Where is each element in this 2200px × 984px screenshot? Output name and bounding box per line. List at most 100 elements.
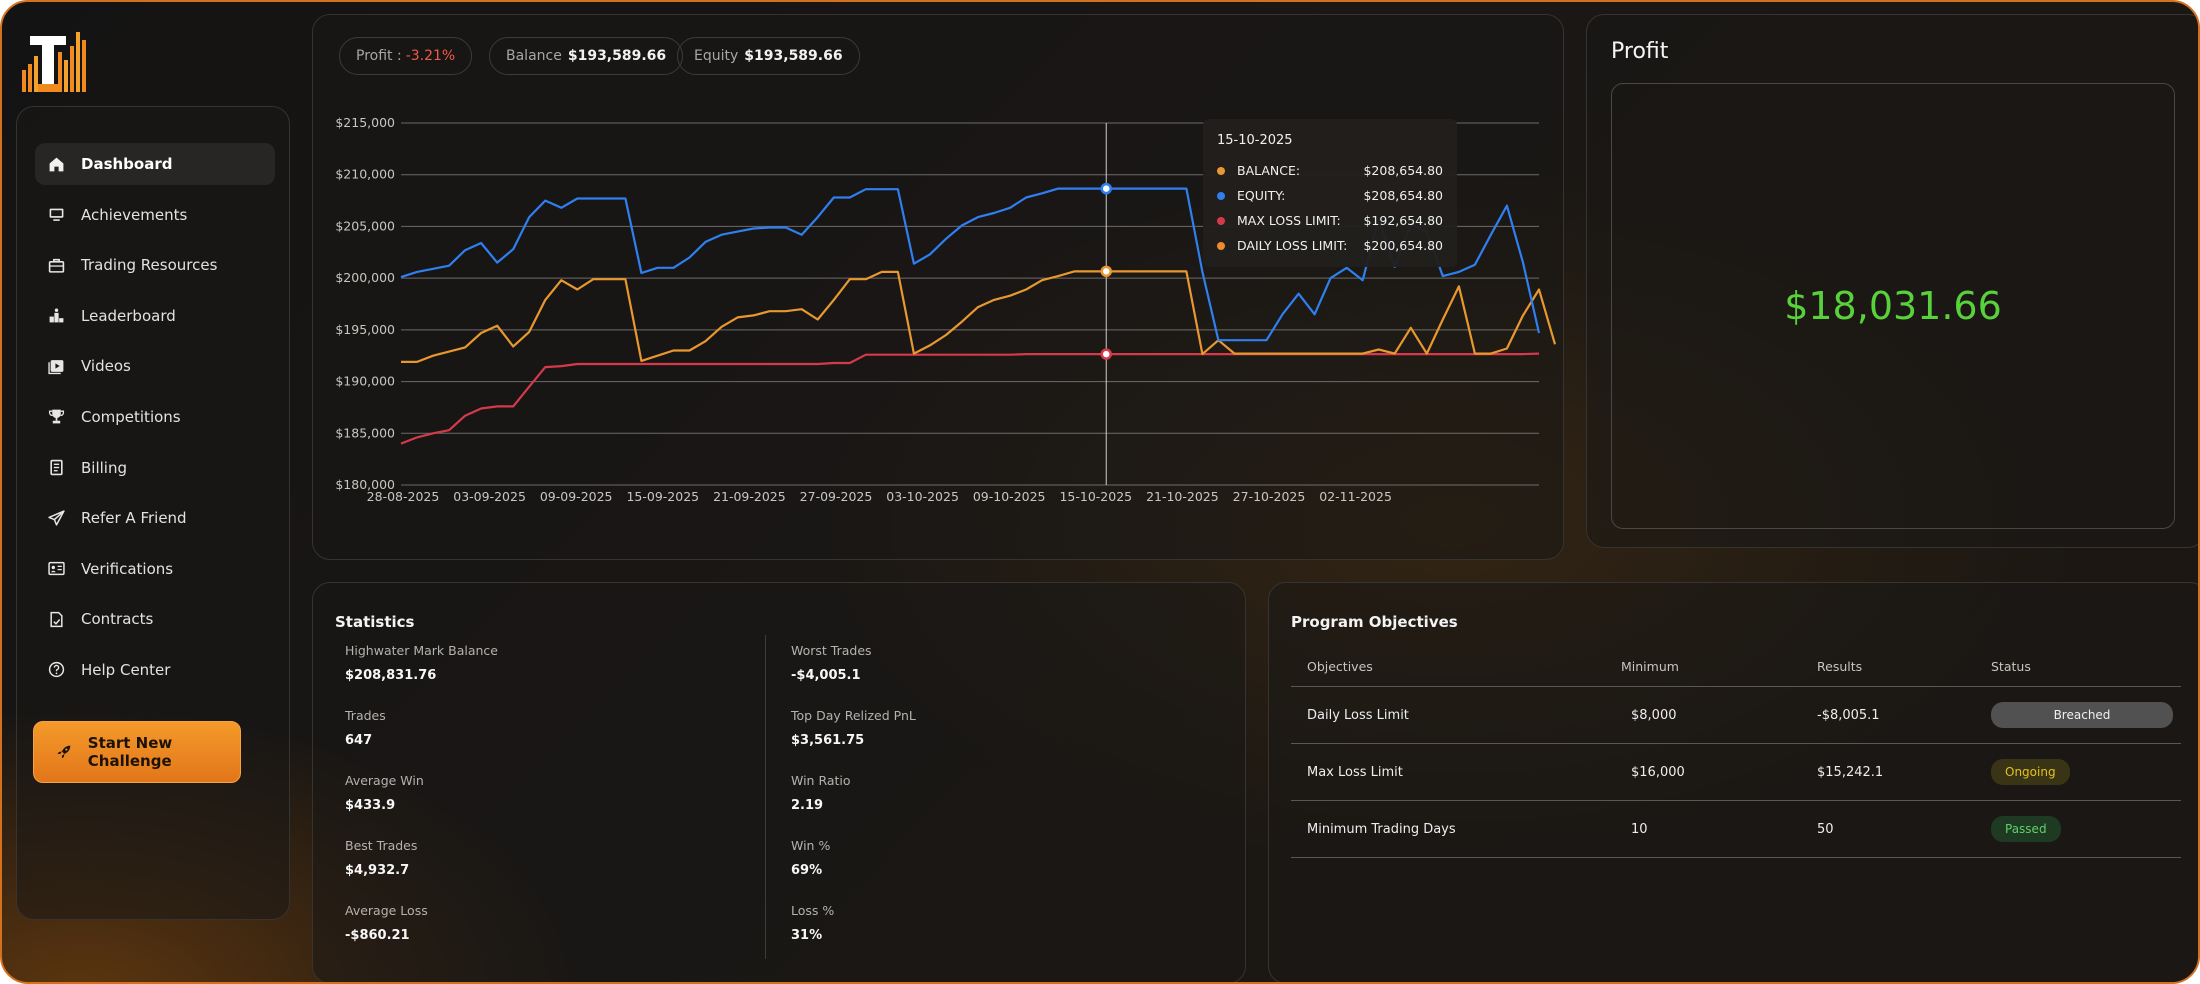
sidebar-item-verifications[interactable]: Verifications (35, 548, 275, 590)
equity-value: $193,589.66 (744, 48, 843, 64)
statistics-title: Statistics (335, 613, 415, 631)
sidebar-item-label: Dashboard (81, 155, 173, 173)
x-tick-label: 15-09-2025 (626, 489, 699, 504)
stat-label: Best Trades (345, 838, 418, 853)
tooltip-value: $200,654.80 (1363, 238, 1443, 253)
profit-percent-pill: Profit : -3.21% (339, 37, 473, 75)
start-new-challenge-button[interactable]: Start New Challenge (33, 721, 241, 783)
sidebar-item-label: Videos (81, 357, 131, 376)
stat-label: Worst Trades (791, 643, 872, 658)
objectives-header-row: Objectives Minimum Results Status (1291, 647, 2181, 687)
sidebar-item-dashboard[interactable]: Dashboard (35, 143, 275, 185)
balance-dot-icon (1217, 166, 1225, 175)
video-icon (47, 357, 65, 375)
profit-title: Profit (1611, 39, 1669, 64)
x-tick-label: 09-10-2025 (973, 489, 1046, 504)
sidebar-item-label: Competitions (81, 407, 181, 426)
y-tick-label: $180,000 (335, 477, 395, 492)
stat-item: Highwater Mark Balance $208,831.76 (345, 643, 498, 708)
statistics-left-column: Highwater Mark Balance $208,831.76 Trades… (345, 643, 498, 968)
status-badge: Passed (1991, 816, 2061, 842)
stat-item: Best Trades $4,932.7 (345, 838, 498, 903)
stat-label: Win Ratio (791, 773, 851, 788)
objective-name: Max Loss Limit (1307, 764, 1403, 780)
stat-value: $4,932.7 (345, 863, 410, 878)
sidebar-item-contracts[interactable]: Contracts (35, 598, 275, 640)
objectives-title: Program Objectives (1291, 613, 1458, 631)
sidebar-item-leaderboard[interactable]: Leaderboard (35, 295, 275, 337)
series-line-max-loss-limit (400, 352, 1540, 445)
stat-item: Loss % 31% (791, 903, 916, 968)
balance-equity-line-chart[interactable]: $215,000 $210,000 $205,000 $200,000 $195,000… (313, 15, 1565, 561)
receipt-icon (47, 459, 65, 477)
y-tick-label: $200,000 (335, 270, 395, 285)
sidebar-item-videos[interactable]: Videos (35, 345, 275, 387)
objectives-table: Objectives Minimum Results Status Daily … (1291, 647, 2181, 858)
column-header: Objectives (1307, 659, 1373, 674)
stat-label: Highwater Mark Balance (345, 643, 498, 658)
objective-result: -$8,005.1 (1817, 707, 1880, 723)
objective-minimum: $16,000 (1631, 764, 1685, 780)
profit-panel: Profit $18,031.66 (1586, 14, 2198, 548)
statistics-divider (765, 635, 766, 959)
x-tick-label: 27-10-2025 (1233, 489, 1306, 504)
y-tick-label: $190,000 (335, 374, 395, 389)
briefcase-icon (47, 256, 65, 274)
series-line-equity (400, 187, 1541, 342)
monitor-icon (47, 206, 65, 224)
sidebar-item-label: Achievements (81, 205, 188, 224)
x-tick-label: 02-11-2025 (1319, 489, 1392, 504)
profit-value: $18,031.66 (1784, 284, 2002, 328)
sidebar-item-label: Refer A Friend (81, 509, 187, 528)
stat-value: $208,831.76 (345, 668, 437, 683)
sidebar: Dashboard Achievements Trading Resources… (16, 106, 290, 920)
y-tick-label: $195,000 (335, 322, 395, 337)
sidebar-item-achievements[interactable]: Achievements (35, 194, 275, 236)
stat-value: 69% (791, 863, 823, 878)
id-card-icon (47, 560, 65, 578)
stat-value: 647 (345, 733, 373, 748)
stat-label: Top Day Relized PnL (791, 708, 916, 723)
contract-icon (47, 610, 65, 628)
equity-dot-icon (1217, 191, 1225, 200)
tooltip-row-balance: BALANCE: $208,654.80 (1217, 158, 1443, 183)
status-badge: Breached (1991, 702, 2173, 728)
send-icon (47, 509, 65, 527)
objective-minimum: $8,000 (1631, 707, 1677, 723)
statistics-panel: Statistics Highwater Mark Balance $208,83… (312, 582, 1246, 982)
sidebar-item-refer-a-friend[interactable]: Refer A Friend (35, 497, 275, 539)
stat-value: $3,561.75 (791, 733, 865, 748)
sidebar-item-competitions[interactable]: Competitions (35, 396, 275, 438)
stat-label: Trades (345, 708, 386, 723)
sidebar-item-trading-resources[interactable]: Trading Resources (35, 244, 275, 286)
equity-label: Equity (694, 48, 739, 64)
performance-chart-panel: Profit : -3.21% Balance $193,589.66 Equi… (312, 14, 1564, 560)
sidebar-item-help-center[interactable]: Help Center (35, 649, 275, 691)
daily-loss-dot-icon (1217, 241, 1225, 250)
tooltip-row-daily-loss-limit: DAILY LOSS LIMIT: $200,654.80 (1217, 233, 1443, 258)
stat-item: Top Day Relized PnL $3,561.75 (791, 708, 916, 773)
program-objectives-panel: Program Objectives Objectives Minimum Re… (1268, 582, 2198, 982)
stat-value: 31% (791, 928, 823, 943)
sidebar-nav: Dashboard Achievements Trading Resources… (35, 143, 275, 700)
profit-percent-label: Profit : (356, 48, 402, 64)
sidebar-item-label: Leaderboard (81, 306, 176, 325)
balance-pill: Balance $193,589.66 (489, 37, 684, 75)
sidebar-item-label: Contracts (81, 610, 154, 629)
table-row: Max Loss Limit $16,000 $15,242.1 Ongoing (1291, 744, 2181, 801)
stat-value: -$860.21 (345, 928, 410, 943)
column-header: Minimum (1621, 659, 1679, 674)
sidebar-item-label: Billing (81, 458, 127, 477)
chart-tooltip: 15-10-2025 BALANCE: $208,654.80 EQUITY: … (1203, 119, 1457, 267)
sidebar-item-billing[interactable]: Billing (35, 447, 275, 489)
x-tick-label: 21-10-2025 (1146, 489, 1219, 504)
x-tick-label: 09-09-2025 (540, 489, 613, 504)
objective-result: $15,242.1 (1817, 764, 1884, 780)
podium-icon (47, 307, 65, 325)
profit-percent-value: -3.21% (405, 48, 456, 64)
stat-label: Average Win (345, 773, 424, 788)
sidebar-item-label: Help Center (81, 660, 171, 679)
stat-label: Loss % (791, 903, 835, 918)
sidebar-item-label: Verifications (81, 559, 174, 578)
